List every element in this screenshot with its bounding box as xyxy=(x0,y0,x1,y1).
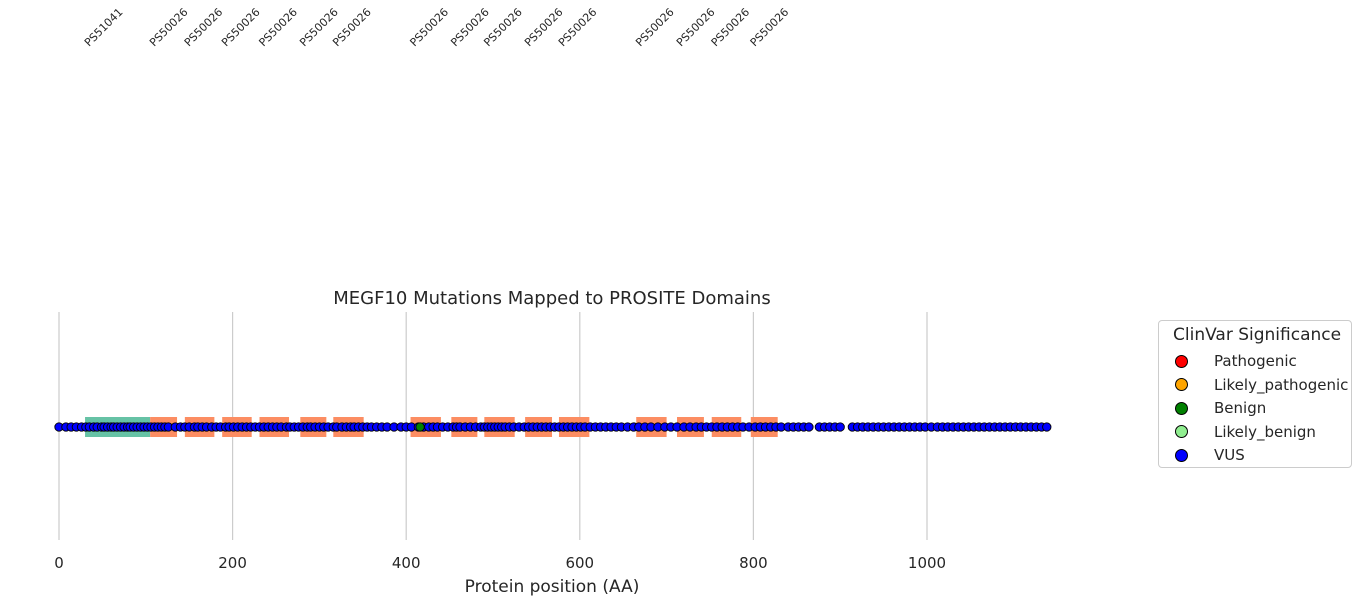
legend-marker xyxy=(1175,425,1188,438)
x-tick-label: 800 xyxy=(739,554,768,572)
legend-label: Likely_benign xyxy=(1214,422,1316,441)
x-tick-label: 600 xyxy=(565,554,594,572)
mutation-point xyxy=(415,422,425,432)
legend-marker xyxy=(1175,354,1188,368)
mutation-point xyxy=(835,422,845,432)
x-tick-label: 400 xyxy=(392,554,421,572)
domain-label: PS50026 xyxy=(182,6,226,50)
legend-item: VUS xyxy=(1175,445,1245,465)
chart-title: MEGF10 Mutations Mapped to PROSITE Domai… xyxy=(333,288,770,309)
legend-label: VUS xyxy=(1214,446,1245,464)
domain-label: PS50026 xyxy=(633,6,677,50)
legend-item: Benign xyxy=(1175,398,1266,418)
domain-label: PS50026 xyxy=(709,6,753,50)
legend-item: Likely_benign xyxy=(1175,422,1316,442)
domain-label: PS51041 xyxy=(82,6,126,50)
legend-marker xyxy=(1175,401,1188,415)
x-tick-labels: 0 200 400 600 800 1000 xyxy=(54,554,946,572)
legend: ClinVar Significance Pathogenic Likely_pa… xyxy=(1158,320,1352,468)
legend-item: Pathogenic xyxy=(1175,351,1297,371)
domain-labels: PS51041 PS50026PS50026PS50026PS50026PS500… xyxy=(82,6,791,50)
mutation-point xyxy=(804,422,814,432)
x-tick-label: 200 xyxy=(218,554,247,572)
legend-label: Benign xyxy=(1214,399,1267,417)
mutation-points xyxy=(54,422,1052,432)
legend-marker xyxy=(1175,378,1188,391)
x-axis-label: Protein position (AA) xyxy=(465,577,640,597)
legend-label: Pathogenic xyxy=(1214,352,1297,370)
x-tick-label: 0 xyxy=(54,554,64,572)
domain-label: PS50026 xyxy=(219,6,263,50)
domain-label: PS50026 xyxy=(748,6,792,50)
legend-label: Likely_pathogenic xyxy=(1214,375,1349,394)
legend-marker xyxy=(1175,448,1188,462)
legend-title: ClinVar Significance xyxy=(1173,325,1342,345)
domain-label: PS50026 xyxy=(256,6,300,50)
mutation-point xyxy=(1042,422,1052,432)
x-tick-label: 1000 xyxy=(908,554,946,572)
legend-item: Likely_pathogenic xyxy=(1175,375,1348,395)
domain-label: PS50026 xyxy=(407,6,451,50)
